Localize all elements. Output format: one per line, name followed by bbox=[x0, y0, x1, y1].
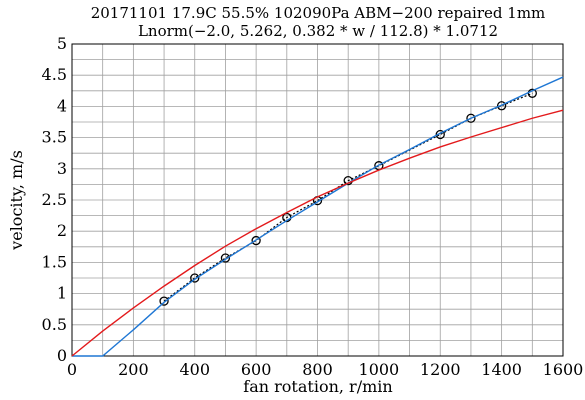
measured-point bbox=[496, 101, 507, 111]
x-tick-label: 1600 bbox=[543, 360, 584, 379]
measured-point bbox=[220, 253, 231, 263]
series-line-2 bbox=[71, 109, 564, 357]
x-axis-ticks: 0 200 400 600 800 1000 1200 1400 1600 bbox=[67, 360, 583, 379]
y-axis-ticks: 0 0.5 1 1.5 2 2.5 3 3.5 4 4.5 5 bbox=[42, 34, 67, 365]
measured-dotted-line bbox=[163, 92, 533, 302]
measured-point bbox=[159, 296, 169, 306]
x-axis-label: fan rotation, r/min bbox=[243, 377, 392, 396]
x-tick-label: 400 bbox=[179, 360, 210, 379]
y-tick-label: 0.5 bbox=[42, 315, 67, 334]
y-tick-label: 5 bbox=[57, 34, 67, 53]
x-tick-label: 600 bbox=[241, 360, 272, 379]
y-tick-label: 4.5 bbox=[42, 65, 67, 84]
y-tick-label: 3 bbox=[57, 159, 67, 178]
x-tick-label: 1400 bbox=[481, 360, 522, 379]
series-line-1 bbox=[72, 76, 564, 357]
x-tick-label: 1200 bbox=[420, 360, 461, 379]
measured-point bbox=[435, 129, 445, 140]
measured-point bbox=[190, 273, 200, 283]
x-tick-label: 200 bbox=[118, 360, 149, 379]
y-axis-label: velocity, m/s bbox=[7, 150, 26, 251]
y-tick-label: 2.5 bbox=[42, 190, 67, 209]
series-layer bbox=[71, 76, 564, 357]
y-tick-label: 1.5 bbox=[42, 252, 67, 271]
y-tick-label: 1 bbox=[57, 284, 67, 303]
y-tick-label: 2 bbox=[57, 221, 67, 240]
x-tick-label: 1000 bbox=[359, 360, 400, 379]
y-tick-label: 3.5 bbox=[42, 128, 67, 147]
chart-title-line-1: 20171101 17.9C 55.5% 102090Pa ABM−200 re… bbox=[91, 4, 546, 22]
measured-point bbox=[466, 113, 476, 123]
y-tick-label: 4 bbox=[57, 96, 67, 115]
x-tick-label: 0 bbox=[67, 360, 77, 379]
plot-frame bbox=[71, 43, 564, 357]
chart-title-line-2: Lnorm(−2.0, 5.262, 0.382 * w / 112.8) * … bbox=[138, 22, 498, 40]
measured-point bbox=[251, 235, 261, 246]
x-tick-label: 800 bbox=[302, 360, 333, 379]
y-tick-label: 0 bbox=[57, 346, 67, 365]
